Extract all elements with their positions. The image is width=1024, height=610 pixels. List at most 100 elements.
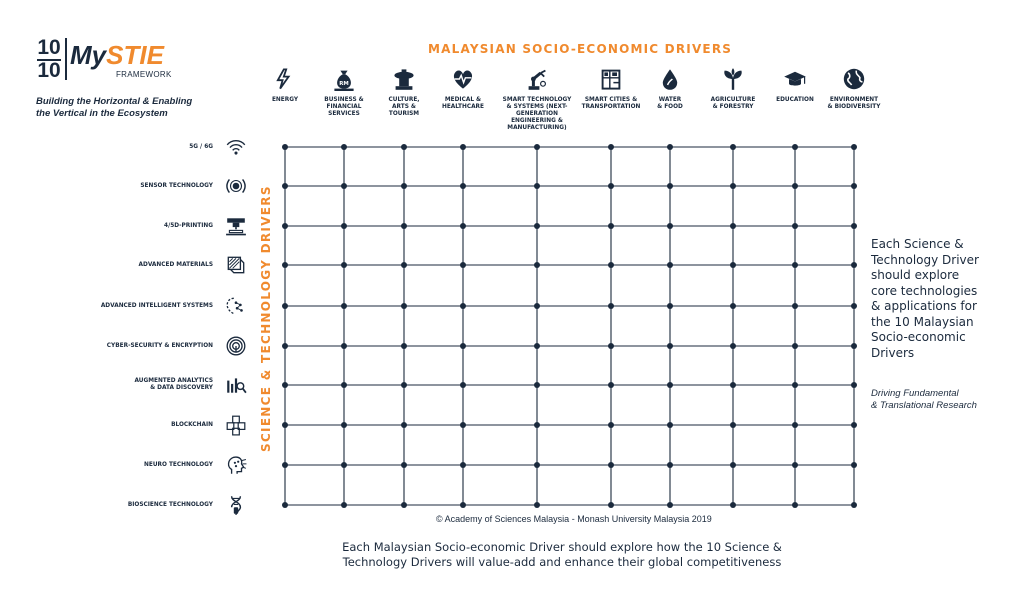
socio-drivers-title: MALAYSIAN SOCIO-ECONOMIC DRIVERS [428, 42, 733, 56]
grid-node [282, 343, 288, 349]
grid-node [792, 343, 798, 349]
grid-node [401, 223, 407, 229]
heartbeat-icon [451, 67, 475, 91]
grid-node [460, 382, 466, 388]
grid-node [792, 382, 798, 388]
ai-icon [225, 295, 247, 317]
culture-icon [392, 67, 416, 91]
grid-node [534, 303, 540, 309]
grid-node [341, 303, 347, 309]
water-drop-icon [658, 67, 682, 91]
grid-node [730, 343, 736, 349]
bottom-note: Each Malaysian Socio-economic Driver sho… [342, 540, 782, 569]
grid-node [341, 144, 347, 150]
grid-node [282, 262, 288, 268]
grid-node [851, 422, 857, 428]
st-driver-label: AUGMENTED ANALYTICS & DATA DISCOVERY [134, 378, 213, 391]
st-driver-label: CYBER-SECURITY & ENCRYPTION [106, 342, 213, 349]
st-driver-label: SENSOR TECHNOLOGY [140, 182, 213, 189]
grid-node [460, 223, 466, 229]
grid-node [608, 262, 614, 268]
grid-node [282, 223, 288, 229]
logo-name: MySTIE [70, 40, 164, 71]
grid-node [460, 303, 466, 309]
grid-node [282, 382, 288, 388]
grid-node [667, 502, 673, 508]
socio-driver-label: MEDICAL & HEALTHCARE [441, 97, 484, 110]
grid-node [460, 144, 466, 150]
grid-node [608, 343, 614, 349]
grid-node [341, 462, 347, 468]
grid-node [534, 223, 540, 229]
grid-node [341, 223, 347, 229]
logo-name-highlight: STIE [106, 40, 164, 70]
materials-icon [225, 254, 247, 276]
analytics-icon [225, 374, 247, 396]
wifi-icon [225, 136, 247, 158]
sensor-icon [225, 175, 247, 197]
grid-node [851, 343, 857, 349]
socio-driver-label: SMART TECHNOLOGY & SYSTEMS (NEXT- GENERA… [502, 97, 572, 131]
printer-icon [225, 215, 247, 237]
grid-node [851, 462, 857, 468]
socio-driver-label: ENERGY [271, 97, 299, 103]
grid-node [534, 144, 540, 150]
grid-node [401, 502, 407, 508]
tagline-line1: Building the Horizontal & Enabling [36, 96, 193, 107]
tagline: Building the Horizontal & Enabling the V… [36, 96, 192, 120]
grid-node [401, 462, 407, 468]
grid-node [460, 462, 466, 468]
logo-name-prefix: My [70, 40, 107, 70]
socio-driver-label: ENVIRONMENT & BIODIVERSITY [827, 97, 881, 110]
st-driver-label: BIOSCIENCE TECHNOLOGY [127, 501, 213, 508]
logo: 10 10 MySTIE FRAMEWORK [36, 36, 171, 84]
grid-node [667, 144, 673, 150]
side-subnote: Driving Fundamental & Translational Rese… [871, 388, 977, 411]
grid-node [730, 303, 736, 309]
grid-node [608, 422, 614, 428]
grid-node [460, 262, 466, 268]
st-driver-label: NEURO TECHNOLOGY [144, 461, 213, 468]
grid-node [608, 382, 614, 388]
grid-node [534, 382, 540, 388]
grid-node [534, 462, 540, 468]
grid-node [341, 262, 347, 268]
grid-node [792, 422, 798, 428]
energy-icon [273, 67, 297, 91]
grid-node [792, 462, 798, 468]
grid-node [730, 262, 736, 268]
svg-text:RM: RM [339, 81, 349, 87]
grid-node [401, 262, 407, 268]
grid-node [851, 144, 857, 150]
grid-node [608, 462, 614, 468]
grid-node [667, 303, 673, 309]
grid-node [730, 223, 736, 229]
plant-icon [721, 67, 745, 91]
grid-node [792, 502, 798, 508]
grid-node [282, 144, 288, 150]
blockchain-icon [225, 414, 247, 436]
city-map-icon [599, 67, 623, 91]
grid-node [792, 303, 798, 309]
grid-node [401, 144, 407, 150]
logo-divider-h [37, 59, 61, 61]
grid-node [730, 422, 736, 428]
grid-node [730, 462, 736, 468]
grid-node [341, 502, 347, 508]
grid-node [282, 502, 288, 508]
dna-icon [225, 494, 247, 516]
socio-driver-label: EDUCATION [776, 97, 814, 103]
st-driver-label: ADVANCED MATERIALS [138, 261, 213, 268]
grid-node [401, 343, 407, 349]
logo-subtitle: FRAMEWORK [116, 70, 172, 79]
grid-node [851, 382, 857, 388]
grid-node [667, 183, 673, 189]
tagline-line2: the Vertical in the Ecosystem [36, 108, 168, 119]
grid-node [341, 183, 347, 189]
side-note: Each Science & Technology Driver should … [871, 237, 979, 360]
brain-head-icon [225, 454, 247, 476]
grid-node [792, 144, 798, 150]
grid-node [730, 183, 736, 189]
grid-node [608, 502, 614, 508]
